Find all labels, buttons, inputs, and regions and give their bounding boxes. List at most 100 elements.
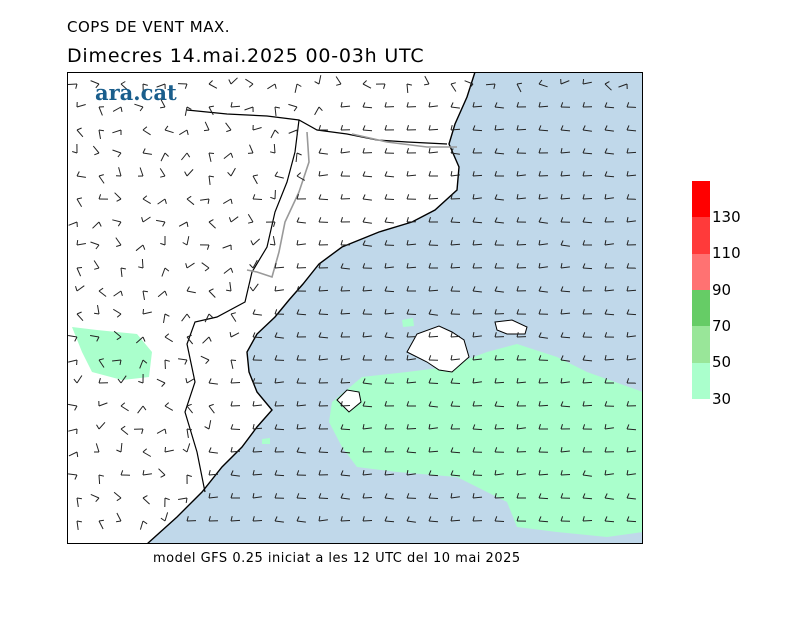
wind-barb-flag	[230, 152, 234, 158]
wind-barb	[318, 289, 329, 292]
wind-barb	[142, 129, 151, 136]
wind-barb-flag	[204, 426, 210, 430]
wind-barb	[252, 336, 263, 339]
wind-barb	[538, 105, 549, 108]
wind-barb-flag	[516, 102, 519, 108]
wind-barb	[450, 221, 461, 223]
wind-barb-flag	[296, 83, 302, 87]
wind-barb-flag	[516, 82, 522, 85]
wind-barb-flag	[274, 106, 280, 109]
wind-barb	[538, 266, 548, 269]
wind-barb-flag	[472, 101, 475, 108]
map-subtitle: Dimecres 14.mai.2025 00-03h UTC	[67, 45, 425, 67]
wind-barb	[472, 105, 483, 108]
wind-barb-flag	[406, 125, 409, 131]
wind-barb	[98, 474, 101, 485]
wind-barb-flag	[472, 424, 476, 430]
wind-barb	[112, 149, 122, 154]
legend-label-70: 70	[712, 317, 732, 335]
wind-barb-flag	[248, 83, 254, 88]
wind-barb-flag	[117, 378, 122, 384]
wind-barb	[223, 267, 232, 274]
wind-barb	[318, 198, 329, 201]
wind-barb	[113, 491, 122, 499]
wind-barb	[296, 427, 306, 430]
wind-barb-flag	[384, 217, 388, 223]
wind-barb	[112, 219, 122, 223]
wind-barb	[208, 496, 218, 499]
wind-barb	[428, 128, 439, 131]
wind-barb-flag	[538, 332, 542, 338]
wind-barb	[428, 335, 439, 338]
wind-barb	[90, 80, 100, 85]
wind-barb-flag	[142, 126, 148, 131]
wind-barb-flag	[142, 195, 148, 200]
wind-barb-flag	[98, 474, 105, 477]
wind-barb-flag	[186, 106, 192, 110]
wind-barb	[582, 381, 593, 384]
wind-barb-flag	[160, 242, 166, 246]
wind-barb-flag	[252, 309, 256, 315]
wind-barb	[362, 405, 373, 408]
wind-barb-flag	[227, 171, 232, 177]
wind-barb	[384, 336, 394, 339]
wind-barb-flag	[230, 493, 233, 499]
wind-barb	[516, 381, 526, 384]
wind-barb	[208, 382, 218, 385]
wind-barb-flag	[340, 240, 343, 246]
wind-barb-flag	[230, 470, 234, 476]
wind-barb-flag	[582, 401, 585, 407]
wind-barb-flag	[230, 198, 233, 205]
wind-barb-flag	[208, 447, 212, 453]
wind-barb	[560, 266, 570, 269]
wind-barb	[115, 237, 122, 246]
wind-barb	[296, 243, 306, 246]
wind-barb	[137, 405, 144, 414]
wind-barb-flag	[516, 355, 519, 361]
wind-barb-flag	[274, 129, 279, 134]
wind-barb	[245, 78, 254, 85]
wind-barb	[472, 335, 482, 338]
wind-barb	[450, 174, 460, 177]
wind-barb	[112, 359, 122, 362]
wind-barb-flag	[516, 217, 520, 223]
wind-barb-flag	[384, 102, 387, 108]
wind-barb	[626, 520, 637, 523]
wind-barb-flag	[182, 448, 188, 453]
wind-barb	[450, 358, 460, 361]
wind-barb	[472, 381, 482, 384]
wind-barb-flag	[141, 428, 144, 434]
wind-barb-flag	[296, 470, 300, 476]
wind-barb-flag	[76, 311, 82, 315]
wind-barb	[538, 221, 548, 224]
wind-barb-flag	[164, 402, 170, 407]
wind-barb-flag	[450, 470, 454, 476]
wind-barb-flag	[208, 336, 212, 342]
wind-barb	[424, 75, 430, 85]
wind-barb-flag	[74, 336, 78, 342]
wind-barb-flag	[142, 148, 146, 154]
wind-barb-flag	[604, 217, 607, 223]
wind-barb-flag	[318, 516, 321, 522]
wind-barb	[582, 520, 593, 522]
wind-barb-flag	[296, 332, 299, 338]
wind-barb	[538, 197, 548, 200]
wind-barb-flag	[296, 401, 299, 407]
wind-barb-flag	[582, 194, 585, 200]
wind-barb-flag	[362, 80, 367, 85]
wind-barb-flag	[516, 286, 519, 292]
wind-barb	[450, 106, 460, 109]
wind-barb	[252, 451, 263, 453]
wind-barb-flag	[362, 171, 366, 177]
wind-barb	[538, 520, 549, 523]
wind-barb-flag	[604, 470, 607, 476]
wind-barb-flag	[604, 378, 607, 384]
wind-barb-flag	[204, 267, 210, 272]
wind-barb-flag	[318, 493, 322, 499]
wind-barb-flag	[117, 221, 122, 227]
wind-barb	[314, 106, 320, 116]
wind-barb-flag	[296, 516, 300, 522]
wind-barb-flag	[494, 125, 497, 131]
wind-barb-flag	[538, 355, 542, 361]
wind-barb-flag	[626, 401, 629, 407]
